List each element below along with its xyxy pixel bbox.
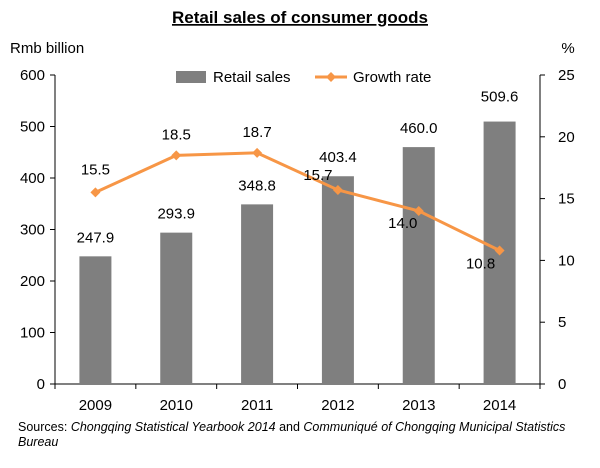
y-left-tick-label: 0 [37, 376, 45, 393]
growth-rate-point [494, 245, 505, 256]
growth-data-label: 14.0 [388, 215, 417, 232]
growth-data-label: 15.7 [303, 167, 332, 184]
axes: 0 100 200 300 400 500 600 0 5 10 15 20 25 2009 2010 201… [20, 67, 575, 414]
bar-retail-sales [79, 256, 112, 384]
legend-swatch-retail-sales [176, 71, 206, 83]
sources-prefix: Sources: [18, 420, 71, 434]
y-right-tick-label: 20 [558, 129, 575, 146]
y-left-tick-label: 200 [20, 273, 45, 290]
bar-data-label: 293.9 [157, 206, 195, 223]
x-tick-label: 2011 [241, 397, 273, 414]
growth-data-label: 18.7 [242, 124, 271, 141]
growth-line [90, 147, 505, 256]
bar-data-label: 509.6 [481, 89, 519, 106]
growth-rate-point [171, 150, 182, 161]
sources-communique: Communiqué of Chongqing Municipal Statis… [18, 420, 566, 449]
x-tick-label: 2013 [402, 397, 435, 414]
data-labels: 247.9 293.9 348.8 403.4 460.0 509.6 15.5 18.5 18… [77, 89, 519, 273]
y-right-tick-label: 10 [558, 252, 575, 269]
y-left-tick-label: 400 [20, 170, 45, 187]
legend: Retail sales Growth rate [176, 69, 431, 86]
x-tick-label: 2014 [483, 397, 516, 414]
bar-data-label: 247.9 [77, 229, 115, 246]
growth-data-label: 18.5 [162, 126, 191, 143]
growth-rate-line [94, 151, 501, 252]
y-left-tick-label: 300 [20, 222, 45, 239]
x-tick-label: 2009 [79, 397, 112, 414]
y-right-tick-label: 15 [558, 191, 575, 208]
bar-retail-sales [160, 232, 193, 384]
legend-swatch-growth-marker [326, 72, 336, 82]
bar-data-label: 460.0 [400, 120, 438, 137]
chart-title: Retail sales of consumer goods [172, 8, 428, 27]
growth-rate-point [90, 187, 101, 198]
y-right-tick-label: 25 [558, 67, 575, 84]
bar-retail-sales [321, 176, 354, 384]
y-left-axis-label: Rmb billion [10, 40, 84, 57]
growth-data-label: 10.8 [466, 256, 495, 273]
legend-label-growth-rate: Growth rate [353, 69, 431, 86]
bar-data-label: 403.4 [319, 149, 357, 166]
growth-data-label: 15.5 [81, 161, 110, 178]
bar-retail-sales [402, 147, 435, 384]
y-left-tick-label: 500 [20, 119, 45, 136]
sources-and: and [275, 420, 304, 434]
legend-label-retail-sales: Retail sales [213, 69, 291, 86]
sources-note: Sources: Chongqing Statistical Yearbook … [18, 420, 588, 450]
sources-yearbook: Chongqing Statistical Yearbook 2014 [70, 420, 276, 434]
growth-rate-point [252, 147, 263, 158]
x-tick-label: 2012 [321, 397, 354, 414]
growth-rate-point [413, 205, 424, 216]
y-right-axis-label: % [561, 40, 574, 57]
growth-rate-point [332, 184, 343, 195]
y-left-tick-label: 600 [20, 67, 45, 84]
bars [79, 121, 516, 384]
y-right-tick-label: 0 [558, 376, 566, 393]
bar-data-label: 348.8 [238, 177, 276, 194]
x-tick-label: 2010 [160, 397, 193, 414]
bar-retail-sales [241, 204, 274, 384]
y-left-tick-label: 100 [20, 325, 45, 342]
y-right-tick-label: 5 [558, 314, 566, 331]
